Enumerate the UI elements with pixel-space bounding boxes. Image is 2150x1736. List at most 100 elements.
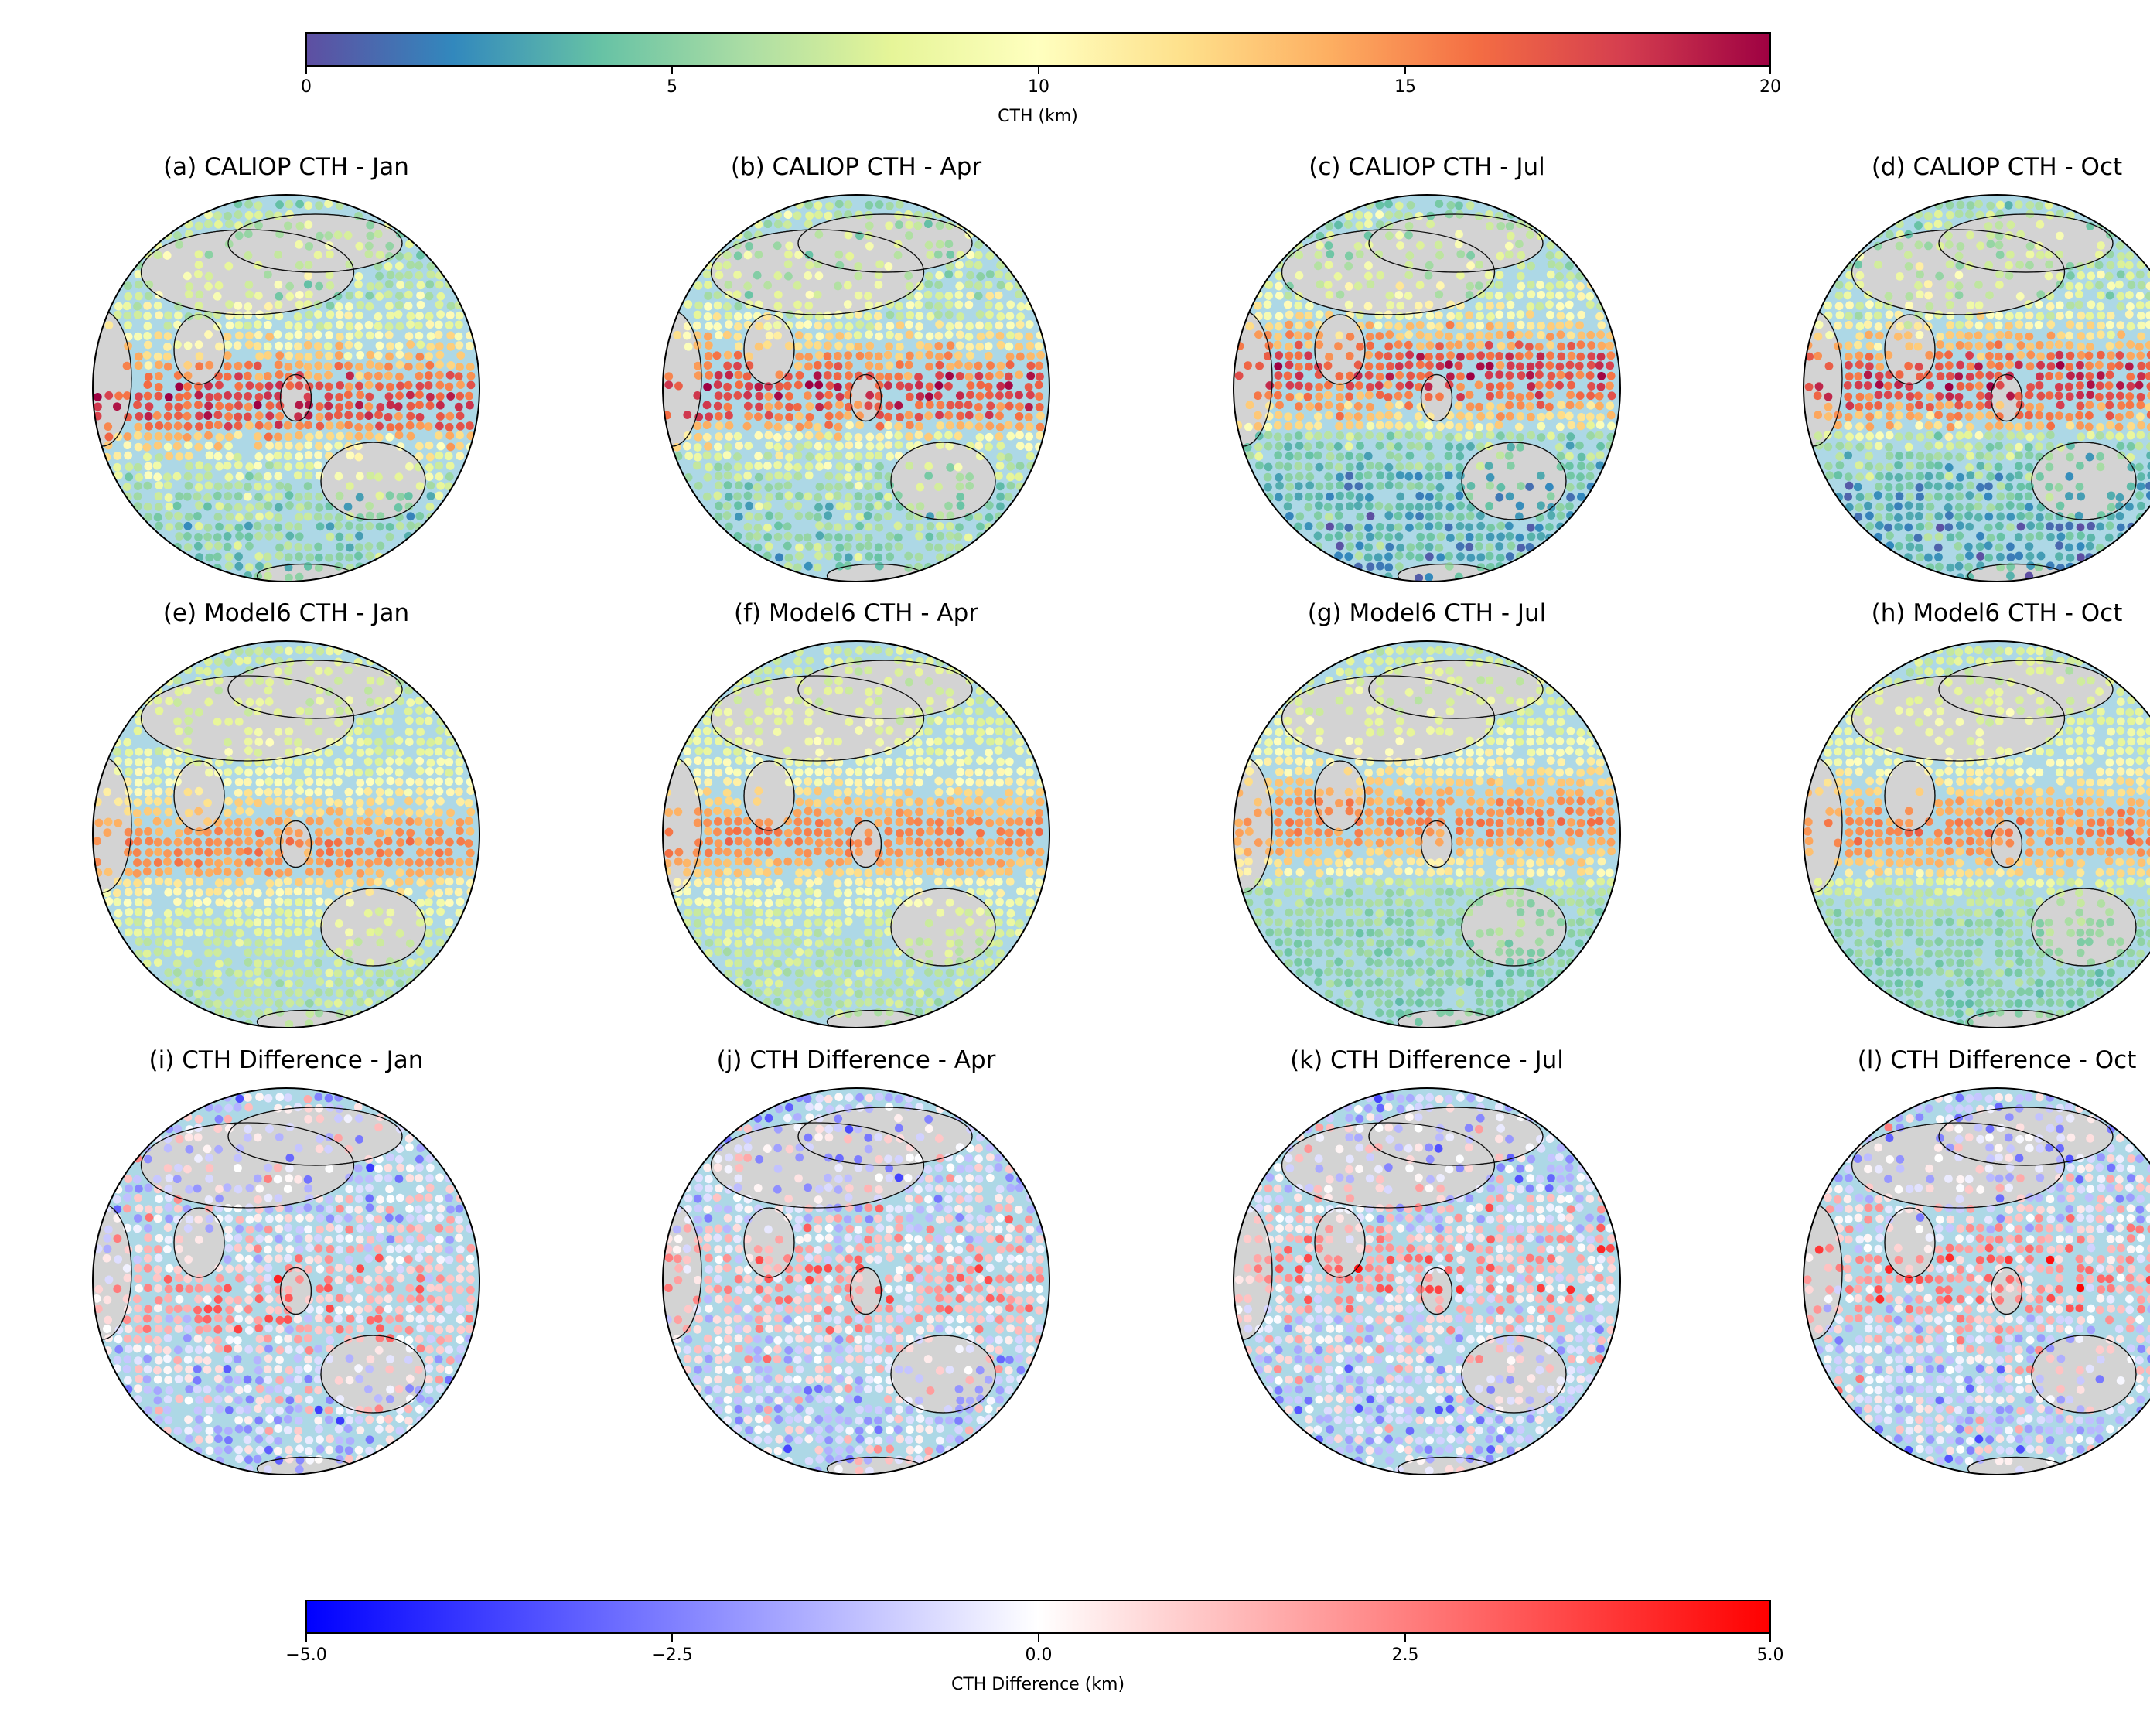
data-point — [114, 797, 123, 807]
data-point — [244, 521, 253, 530]
data-point — [305, 877, 314, 886]
data-point — [1005, 738, 1015, 747]
data-point — [1607, 421, 1616, 431]
data-point — [334, 919, 343, 928]
data-point — [275, 531, 284, 541]
data-point — [733, 492, 742, 501]
data-point — [1485, 221, 1494, 230]
data-point — [1565, 312, 1575, 321]
data-point — [264, 210, 274, 220]
data-point — [154, 360, 163, 370]
data-point — [224, 657, 234, 667]
data-point — [425, 917, 433, 926]
data-point — [936, 531, 945, 541]
data-point — [344, 867, 353, 876]
data-point — [2107, 362, 2116, 371]
data-point — [274, 807, 283, 817]
data-point — [1015, 422, 1024, 431]
data-point — [2006, 523, 2015, 532]
data-point — [295, 646, 304, 655]
data-point — [456, 442, 464, 451]
data-point — [213, 837, 223, 847]
data-point — [1466, 322, 1475, 330]
data-point — [354, 280, 363, 289]
data-point — [1425, 341, 1435, 350]
data-point — [1575, 401, 1584, 410]
data-point — [804, 301, 814, 310]
data-point — [235, 938, 244, 947]
data-point — [1565, 452, 1574, 461]
data-point — [945, 421, 954, 430]
data-point — [254, 939, 264, 947]
data-point — [464, 817, 473, 826]
data-point — [1415, 462, 1424, 471]
data-point — [274, 778, 283, 787]
data-point — [1425, 573, 1434, 582]
data-point — [326, 522, 335, 531]
data-point — [1536, 471, 1545, 480]
data-point — [204, 697, 213, 707]
data-point — [1405, 523, 1414, 532]
data-point — [224, 442, 233, 451]
data-point — [754, 502, 763, 511]
data-point — [386, 748, 394, 757]
data-point — [933, 737, 943, 746]
data-point — [303, 392, 312, 401]
data-point — [1024, 442, 1033, 452]
data-point — [324, 452, 333, 460]
data-point — [804, 320, 813, 329]
data-point — [863, 482, 872, 490]
data-point — [995, 461, 1005, 470]
data-point — [245, 290, 254, 299]
data-point — [2136, 392, 2145, 401]
data-point — [925, 362, 933, 371]
data-point — [814, 727, 824, 735]
data-point — [1386, 442, 1395, 451]
data-point — [926, 738, 934, 747]
data-point — [2147, 462, 2150, 471]
data-point — [744, 411, 753, 421]
data-point — [2025, 503, 2034, 512]
data-point — [235, 978, 244, 987]
data-point — [142, 867, 152, 876]
data-point — [203, 502, 212, 511]
data-point — [813, 290, 822, 299]
data-point — [334, 877, 343, 886]
data-point — [883, 501, 892, 510]
data-point — [874, 451, 883, 460]
data-point — [924, 411, 933, 421]
data-point — [1435, 361, 1445, 370]
data-point — [2054, 382, 2063, 391]
data-point — [274, 938, 283, 947]
data-point — [936, 553, 944, 562]
data-point — [183, 521, 193, 530]
data-point — [834, 767, 843, 776]
data-point — [183, 686, 192, 695]
data-point — [905, 281, 914, 291]
data-point — [445, 857, 455, 866]
data-point — [436, 481, 445, 490]
data-point — [415, 947, 425, 956]
data-point — [1835, 311, 1845, 320]
data-point — [682, 331, 691, 340]
data-point — [722, 330, 732, 339]
data-point — [702, 451, 712, 460]
data-point — [1035, 808, 1044, 817]
data-point — [1486, 411, 1495, 420]
data-point — [344, 769, 353, 777]
data-point — [305, 707, 314, 716]
data-point — [1016, 302, 1026, 311]
data-point — [702, 716, 712, 725]
data-point — [905, 421, 914, 430]
data-point — [2006, 542, 2015, 551]
data-point — [234, 788, 243, 797]
data-point — [1905, 511, 1914, 520]
data-point — [265, 461, 274, 470]
data-point — [264, 523, 273, 532]
data-point — [363, 909, 373, 918]
data-point — [855, 707, 864, 716]
data-point — [1445, 493, 1455, 502]
data-point — [1575, 370, 1585, 380]
data-point — [1964, 442, 1973, 452]
data-point — [415, 413, 425, 421]
